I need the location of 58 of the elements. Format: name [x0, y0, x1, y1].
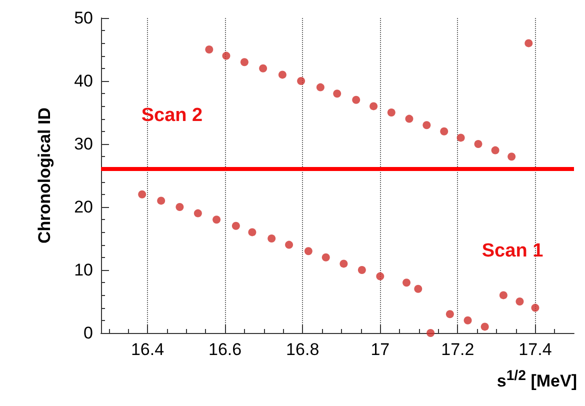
x-tick-label: 16.6: [208, 340, 242, 359]
point: [474, 140, 482, 148]
point: [176, 203, 184, 211]
point: [524, 39, 533, 48]
point: [370, 102, 378, 110]
point: [422, 121, 431, 130]
point: [259, 64, 268, 72]
y-tick-label: 30: [74, 134, 93, 154]
point: [387, 108, 396, 116]
annotation: Scan 2: [141, 105, 203, 126]
point: [491, 146, 500, 154]
x-tick-label: 17: [370, 340, 390, 359]
point: [278, 70, 286, 79]
point: [480, 322, 489, 331]
point: [222, 52, 230, 60]
point: [426, 329, 435, 337]
y-tick-label: 40: [74, 72, 93, 90]
point: [464, 316, 472, 324]
point: [240, 58, 248, 66]
point: [248, 228, 256, 236]
x-tick-label: 17.4: [518, 340, 552, 359]
point: [376, 272, 384, 280]
point: [322, 253, 330, 262]
point: [316, 83, 324, 92]
point: [268, 234, 276, 242]
point: [333, 90, 342, 98]
point: [499, 291, 508, 300]
y-tick-label: 10: [74, 260, 93, 280]
point: [508, 152, 516, 161]
x-tick-label: 16.8: [286, 340, 320, 359]
point: [446, 310, 454, 318]
point: [531, 304, 540, 312]
y-tick-label: 0: [84, 324, 93, 342]
point: [414, 284, 422, 293]
point: [285, 240, 294, 249]
point: [402, 278, 411, 287]
x-tick-label: 17.2: [441, 340, 474, 359]
point: [138, 190, 146, 198]
point: [194, 209, 202, 218]
y-tick-label: 50: [74, 8, 93, 28]
point: [516, 298, 524, 306]
point: [232, 222, 240, 230]
point: [157, 196, 166, 205]
point: [456, 134, 465, 142]
point: [340, 260, 348, 268]
point: [212, 216, 221, 224]
point: [205, 46, 214, 54]
point: [358, 266, 366, 274]
y-tick-label: 20: [74, 198, 93, 216]
x-tick-label: 16.4: [130, 340, 164, 359]
point: [440, 127, 448, 136]
point: [352, 96, 360, 104]
y-axis-title: Chronological ID: [35, 108, 54, 244]
point: [405, 114, 414, 123]
point: [304, 247, 312, 256]
annotation: Scan 1: [482, 240, 544, 262]
x-axis-title: s$^{1/2}$ [MeV]: [496, 368, 577, 392]
point: [297, 77, 306, 85]
